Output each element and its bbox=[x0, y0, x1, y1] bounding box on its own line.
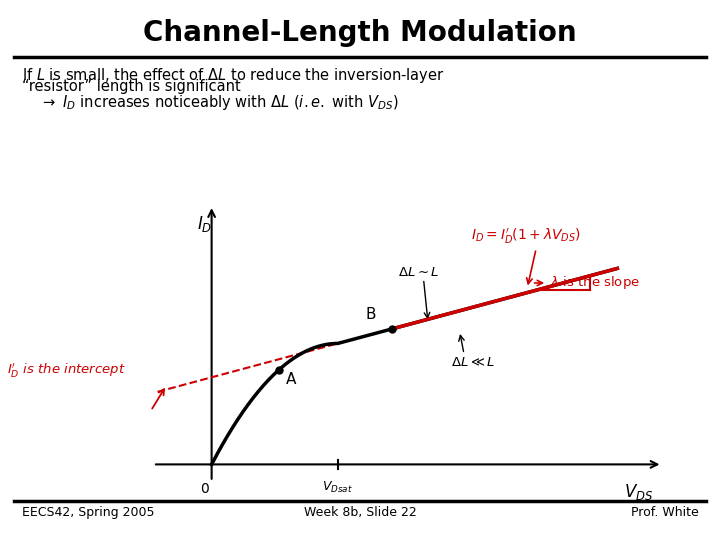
Text: $I_D = I_D^{\prime}(1 + \lambda V_{DS})$: $I_D = I_D^{\prime}(1 + \lambda V_{DS})$ bbox=[471, 227, 581, 246]
Text: Prof. White: Prof. White bbox=[631, 506, 698, 519]
Text: A: A bbox=[286, 372, 297, 387]
Text: $\Delta L \sim L$: $\Delta L \sim L$ bbox=[398, 266, 440, 279]
Text: If $L$ is small, the effect of $\Delta L$ to reduce the inversion-layer: If $L$ is small, the effect of $\Delta L… bbox=[22, 66, 444, 85]
Text: EECS42, Spring 2005: EECS42, Spring 2005 bbox=[22, 506, 154, 519]
Text: Week 8b, Slide 22: Week 8b, Slide 22 bbox=[304, 506, 416, 519]
Text: Channel-Length Modulation: Channel-Length Modulation bbox=[143, 19, 577, 47]
Text: $V_{DS}$: $V_{DS}$ bbox=[624, 482, 653, 502]
Text: $I_D$: $I_D$ bbox=[197, 214, 212, 234]
Text: 0: 0 bbox=[200, 482, 210, 496]
Text: $V_{Dsat}$: $V_{Dsat}$ bbox=[323, 480, 354, 495]
Text: $\lambda$ is the slope: $\lambda$ is the slope bbox=[534, 274, 640, 292]
Text: $\Delta L \ll L$: $\Delta L \ll L$ bbox=[451, 356, 495, 369]
Text: B: B bbox=[366, 307, 376, 322]
Text: “resistor” length is significant: “resistor” length is significant bbox=[22, 79, 240, 94]
Text: $I_D^{\prime}$ is the intercept: $I_D^{\prime}$ is the intercept bbox=[7, 361, 126, 379]
Text: $\rightarrow$ $I_D$ increases noticeably with $\Delta L$ ($i.e.$ with $V_{DS}$): $\rightarrow$ $I_D$ increases noticeably… bbox=[40, 93, 398, 112]
